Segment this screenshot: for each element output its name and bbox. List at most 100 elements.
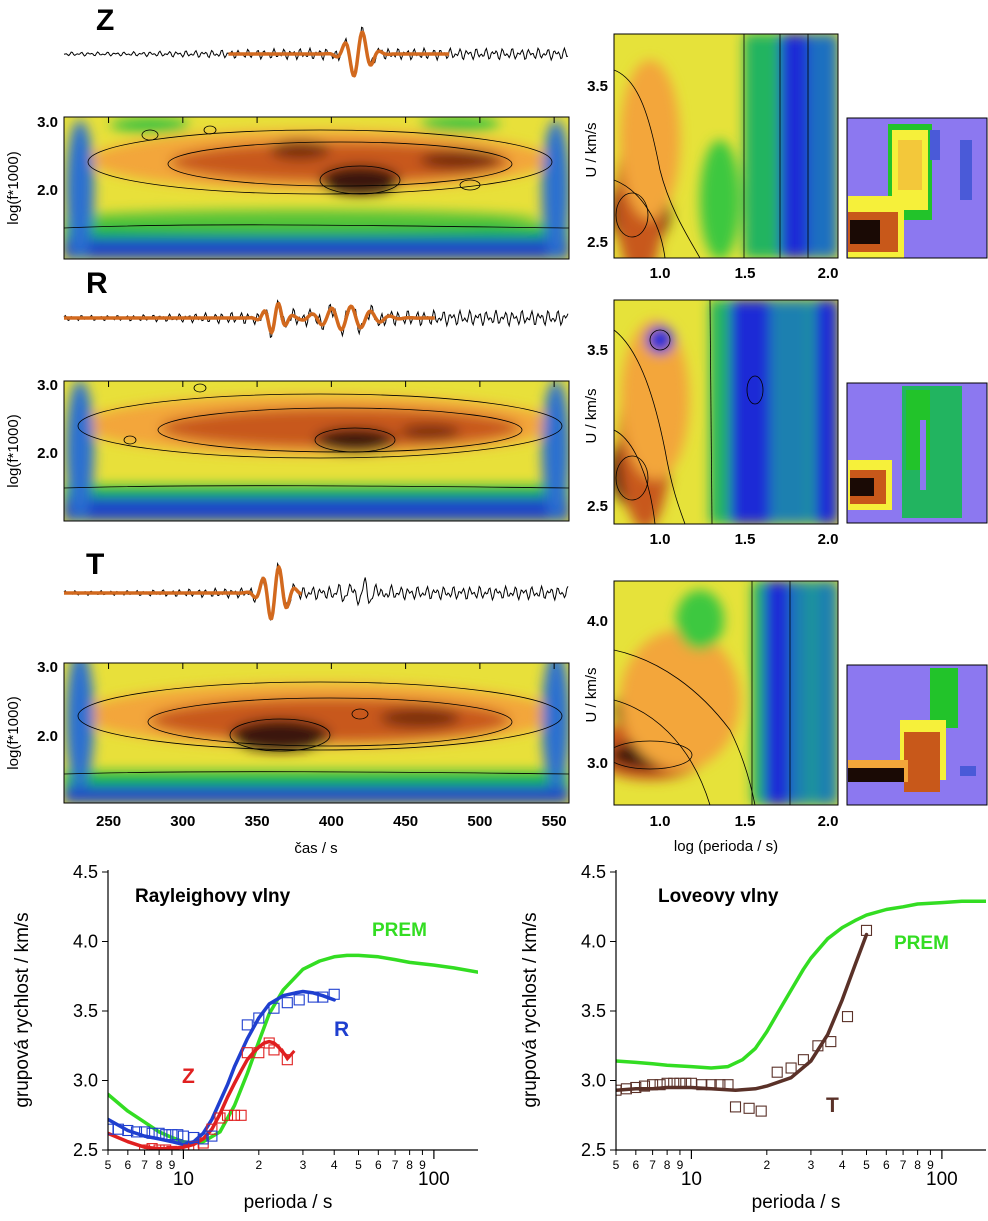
y-tick-label: 4.5 [73, 862, 98, 882]
x-tick-label: 2.0 [818, 265, 839, 282]
y-tick-label: 4.5 [581, 862, 606, 882]
data-point-r [197, 1133, 209, 1145]
data-point-z [221, 1109, 234, 1121]
x-minor-tick-label: 4 [331, 1158, 338, 1172]
data-point-t [743, 1102, 755, 1114]
y-axis-label: log(f*1000) [5, 696, 22, 769]
data-point-r [112, 1123, 124, 1135]
data-point-z [228, 1109, 241, 1121]
data-point-r [206, 1130, 218, 1142]
y-tick-label: 3.5 [73, 1001, 98, 1021]
x-tick-label: 1.5 [735, 265, 756, 282]
mode-map [847, 118, 987, 258]
series-line-z [108, 1039, 290, 1150]
data-point-t [785, 1062, 797, 1074]
data-point-t [797, 1054, 809, 1066]
y-tick-label: 3.0 [37, 377, 58, 394]
x-tick-label: 300 [170, 813, 195, 830]
x-tick-label: 1.5 [735, 813, 756, 830]
y-tick-label: 3.5 [587, 342, 608, 359]
y-tick-label: 4.0 [73, 932, 98, 952]
x-tick-label: 350 [245, 813, 270, 830]
y-axis-label: U / km/s [583, 123, 600, 178]
x-axis-label: perioda / s [752, 1192, 841, 1213]
y-tick-label: 3.5 [581, 1001, 606, 1021]
data-point-r [122, 1124, 134, 1137]
chart-title: Rayleighovy vlny [135, 886, 291, 907]
data-point-r [241, 1019, 253, 1031]
x-tick-label: 10 [681, 1169, 702, 1190]
mode-map [847, 383, 987, 523]
data-point-t [654, 1079, 666, 1091]
x-axis-label: perioda / s [244, 1192, 333, 1213]
seismogram-trace [63, 26, 569, 78]
y-tick-label: 2.0 [37, 728, 58, 745]
r-label: R [334, 1018, 349, 1041]
x-minor-tick-label: 6 [883, 1158, 890, 1172]
component-label: Z [96, 4, 114, 37]
data-point-t [638, 1080, 651, 1092]
x-tick-label: 550 [542, 813, 567, 830]
y-tick-label: 2.5 [73, 1140, 98, 1160]
data-point-t [674, 1077, 686, 1089]
data-point-r [188, 1131, 200, 1144]
panel-z: Z [5, 4, 988, 282]
x-minor-tick-label: 4 [839, 1158, 846, 1172]
prem-label: PREM [372, 920, 427, 941]
data-point-r [160, 1129, 172, 1141]
y-axis-label: grupová rychlost / km/s [12, 912, 33, 1107]
x-minor-tick-label: 5 [863, 1158, 870, 1172]
y-axis-label: log(f*1000) [5, 151, 22, 224]
x-tick-label: 400 [319, 813, 344, 830]
spectrogram [64, 663, 569, 803]
x-minor-tick-label: 5 [105, 1158, 112, 1172]
y-axis-label: grupová rychlost / km/s [520, 912, 541, 1107]
component-label: T [86, 548, 104, 581]
data-point-t [771, 1066, 783, 1078]
data-point-r [328, 988, 340, 1000]
y-tick-label: 2.5 [581, 1140, 606, 1160]
data-point-z [281, 1054, 293, 1066]
data-point-r [268, 1002, 280, 1014]
t-label: T [826, 1094, 839, 1117]
data-point-t [647, 1079, 659, 1091]
velocity-map [614, 34, 838, 258]
y-axis-label: U / km/s [583, 668, 600, 723]
data-point-r [139, 1126, 151, 1138]
data-point-t [841, 1011, 854, 1023]
data-point-t [620, 1083, 632, 1095]
velocity-map [614, 300, 838, 524]
x-minor-tick-label: 3 [808, 1158, 815, 1172]
mode-map [847, 665, 987, 805]
data-point-t [696, 1079, 708, 1091]
x-tick-label: 1.0 [650, 531, 671, 548]
data-point-r [281, 997, 293, 1009]
filtered-trace [227, 30, 450, 78]
panel-r: R 3.0 [5, 267, 988, 548]
series-line-prem [616, 899, 986, 1070]
data-point-t [705, 1079, 717, 1091]
data-point-r [166, 1129, 178, 1141]
data-point-t [812, 1040, 824, 1052]
data-point-z [235, 1109, 247, 1121]
filtered-trace [63, 565, 303, 621]
x-minor-tick-label: 3 [300, 1158, 307, 1172]
data-point-z [139, 1144, 151, 1150]
y-tick-label: 3.0 [581, 1071, 606, 1091]
x-minor-tick-label: 2 [763, 1158, 770, 1172]
x-axis-label: log (perioda / s) [674, 838, 778, 855]
y-tick-label: 3.5 [587, 78, 608, 95]
x-tick-label: 500 [467, 813, 492, 830]
y-axis-label: log(f*1000) [5, 414, 22, 487]
velocity-map [614, 581, 838, 805]
data-point-t [714, 1079, 726, 1091]
series-line-prem [108, 953, 478, 1145]
data-point-z [160, 1144, 172, 1150]
data-point-z [241, 1047, 253, 1059]
y-tick-label: 4.0 [587, 613, 608, 630]
x-tick-label: 100 [418, 1169, 450, 1190]
y-tick-label: 3.0 [37, 659, 58, 676]
data-point-z [206, 1123, 218, 1135]
x-minor-tick-label: 9 [927, 1158, 934, 1172]
